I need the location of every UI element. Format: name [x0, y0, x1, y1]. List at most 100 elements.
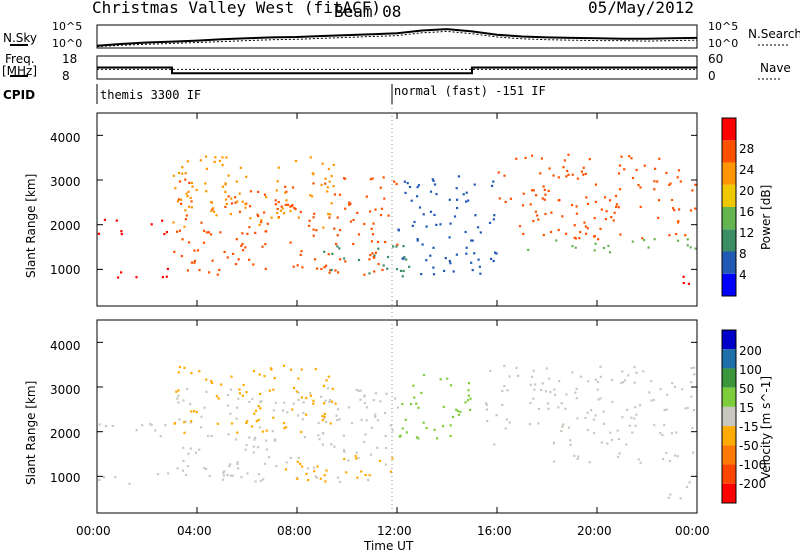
- data-cell: [249, 205, 252, 208]
- data-cell: [191, 185, 194, 188]
- data-cell: [272, 388, 275, 391]
- data-cell: [694, 207, 697, 210]
- data-cell: [422, 213, 425, 216]
- data-cell: [492, 259, 495, 263]
- data-cell: [198, 269, 201, 272]
- data-cell: [425, 225, 428, 228]
- data-cell: [276, 180, 279, 183]
- data-cell: [291, 186, 295, 189]
- data-cell: [567, 426, 571, 429]
- data-cell: [342, 434, 345, 437]
- data-cell: [369, 210, 372, 213]
- data-cell: [257, 215, 260, 218]
- data-cell: [299, 253, 302, 256]
- data-cell: [355, 457, 358, 460]
- data-cell: [258, 426, 261, 429]
- data-cell: [365, 406, 368, 409]
- data-cell: [575, 397, 578, 400]
- data-cell: [213, 210, 216, 213]
- colorbar-swatch: [722, 207, 736, 230]
- data-cell: [639, 186, 642, 189]
- data-cell: [515, 366, 518, 369]
- data-cell: [265, 230, 268, 233]
- data-cell: [251, 425, 254, 428]
- data-cell: [163, 233, 166, 236]
- data-cell: [470, 239, 473, 242]
- data-cell: [448, 198, 451, 201]
- data-cell: [635, 413, 638, 416]
- data-cell: [252, 263, 255, 266]
- data-cell: [217, 397, 220, 400]
- site-title: Christmas Valley West (fitACF): [92, 0, 381, 17]
- freq-tick-top: 18: [62, 52, 78, 66]
- data-cell: [186, 387, 189, 390]
- data-cell: [594, 414, 597, 417]
- data-cell: [289, 209, 292, 213]
- cpid-mode-1: themis 3300 IF: [100, 88, 202, 102]
- data-cell: [508, 375, 511, 378]
- data-cell: [586, 227, 589, 230]
- data-cell: [202, 241, 206, 244]
- data-cell: [224, 190, 227, 193]
- data-cell: [336, 234, 339, 237]
- data-cell: [297, 216, 300, 219]
- data-cell: [336, 419, 339, 422]
- data-cell: [252, 445, 255, 448]
- data-cell: [190, 420, 193, 423]
- data-cell: [272, 416, 275, 419]
- data-cell: [274, 438, 277, 441]
- data-cell: [225, 198, 228, 201]
- freq-line: [97, 66, 697, 75]
- data-cell: [328, 180, 331, 183]
- data-cell: [412, 384, 415, 387]
- data-cell: [402, 257, 405, 260]
- data-cell: [410, 199, 413, 202]
- data-cell: [690, 381, 693, 384]
- data-cell: [377, 263, 380, 266]
- data-cell: [98, 478, 101, 481]
- data-cell: [464, 401, 467, 404]
- data-cell: [186, 160, 189, 163]
- data-cell: [183, 431, 186, 434]
- data-cell: [234, 263, 238, 266]
- data-cell: [285, 461, 288, 464]
- data-cell: [580, 375, 583, 378]
- data-cell: [518, 225, 522, 228]
- data-cell: [425, 427, 428, 430]
- data-cell: [189, 447, 192, 450]
- data-cell: [448, 259, 451, 263]
- data-cell: [370, 227, 373, 230]
- power-ytick-1000: 1000: [50, 263, 81, 277]
- nsky-tick-bottom: 10^0: [52, 37, 83, 50]
- data-cell: [256, 446, 260, 449]
- data-cell: [574, 237, 577, 240]
- data-cell: [628, 155, 631, 158]
- data-cell: [323, 474, 326, 477]
- data-cell: [355, 451, 358, 454]
- data-cell: [286, 203, 290, 206]
- data-cell: [544, 390, 548, 393]
- power-cb-tick: 28: [739, 142, 755, 156]
- data-cell: [465, 252, 468, 255]
- data-cell: [215, 395, 218, 398]
- data-cell: [594, 242, 597, 245]
- data-cell: [600, 208, 603, 211]
- data-cell: [587, 380, 590, 383]
- data-cell: [319, 477, 322, 480]
- data-cell: [694, 183, 697, 186]
- data-cell: [234, 438, 238, 441]
- data-cell: [312, 402, 315, 405]
- data-cell: [592, 235, 596, 238]
- data-cell: [637, 184, 640, 187]
- data-cell: [370, 240, 373, 243]
- data-cell: [328, 216, 331, 219]
- data-cell: [320, 183, 323, 187]
- data-cell: [553, 393, 557, 396]
- data-cell: [389, 470, 393, 473]
- data-cell: [495, 414, 498, 417]
- data-cell: [524, 156, 527, 159]
- data-cell: [274, 401, 277, 404]
- data-cell: [177, 389, 180, 392]
- xtick-label: 00:00: [675, 524, 710, 538]
- data-cell: [212, 207, 215, 210]
